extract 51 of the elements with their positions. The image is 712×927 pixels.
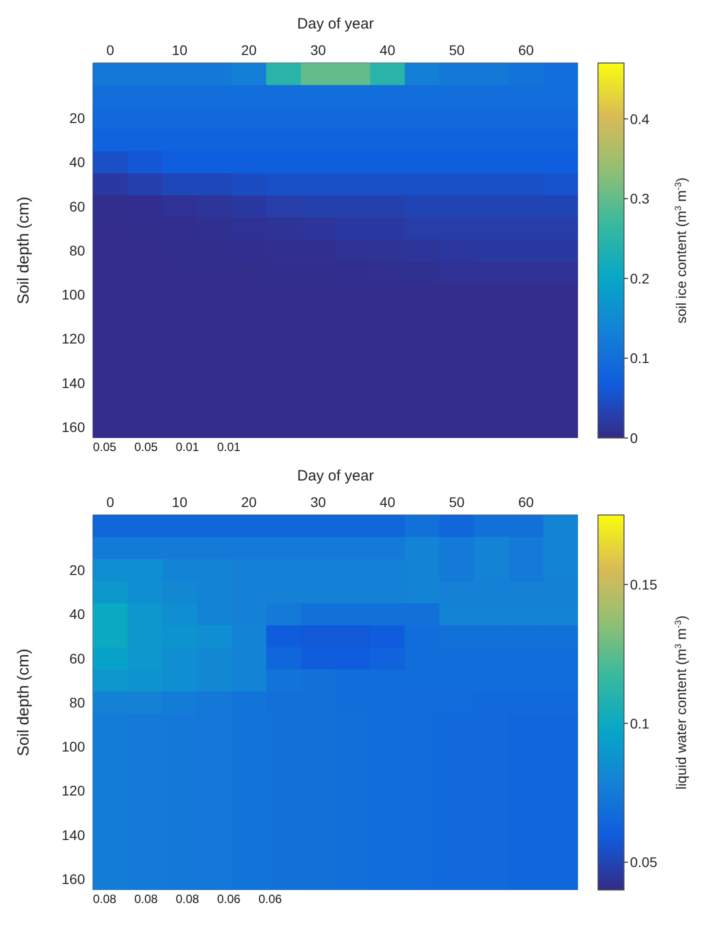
y-tick-label: 120 xyxy=(62,330,86,347)
x-tick-label: 20 xyxy=(241,42,257,58)
text: 0.08 xyxy=(134,892,158,906)
x-tick-label: 10 xyxy=(172,42,188,58)
x-tick-label: 40 xyxy=(380,42,396,58)
y-tick-label: 40 xyxy=(69,154,86,170)
y-tick-label: 80 xyxy=(69,694,86,710)
y-tick-label: 160 xyxy=(62,418,86,435)
color-bar-label: 0.4 xyxy=(630,110,650,127)
y-tick-label: 100 xyxy=(62,286,86,303)
y-tick-label: 20 xyxy=(69,562,86,578)
y-tick-label: 100 xyxy=(62,738,86,755)
color-bar-label: 0.1 xyxy=(630,715,650,732)
color-bar-label: 0.1 xyxy=(630,350,650,366)
color-bar-label: 0.15 xyxy=(630,576,658,592)
x-tick-label: 0 xyxy=(106,42,114,58)
y-tick-label: 20 xyxy=(69,110,86,126)
text: 0.01 xyxy=(217,440,240,454)
color-bar-label: 0 xyxy=(630,430,638,446)
y-axis-title: Soil depth (cm) xyxy=(16,196,33,304)
x-axis-title: Day of year xyxy=(297,16,374,33)
x-tick-label: 60 xyxy=(518,42,534,58)
text: 0.06 xyxy=(217,892,240,906)
x-tick-label: 30 xyxy=(310,494,326,510)
color-bar-label: 0.3 xyxy=(630,190,650,207)
y-tick-label: 140 xyxy=(62,374,86,391)
x-tick-label: 50 xyxy=(448,42,465,58)
y-tick-label: 120 xyxy=(62,782,86,799)
x-tick-label: 60 xyxy=(518,494,534,510)
text: 0.05 xyxy=(134,440,158,454)
y-tick-label: 80 xyxy=(69,242,86,258)
y-tick-label: 140 xyxy=(62,826,86,843)
x-tick-label: 0 xyxy=(106,494,114,510)
y-tick-label: 60 xyxy=(69,650,86,666)
x-tick-label: 10 xyxy=(172,494,188,510)
x-tick-label: 40 xyxy=(380,494,396,510)
color-bar-label: 0.2 xyxy=(630,270,650,286)
text: 0.08 xyxy=(176,892,200,906)
color-bar-label: 0.05 xyxy=(630,854,658,870)
y-tick-label: 160 xyxy=(62,870,86,887)
y-axis-title: Soil depth (cm) xyxy=(16,648,33,756)
y-tick-label: 60 xyxy=(69,198,86,214)
text: 0.06 xyxy=(258,892,282,906)
x-tick-label: 50 xyxy=(448,494,465,510)
text: 0.08 xyxy=(93,892,116,906)
x-axis-title: Day of year xyxy=(297,468,374,485)
x-tick-label: 20 xyxy=(241,494,257,510)
text: 0.01 xyxy=(176,440,200,454)
y-tick-label: 40 xyxy=(69,606,86,622)
x-tick-label: 30 xyxy=(310,42,326,58)
text: 0.05 xyxy=(93,440,116,454)
